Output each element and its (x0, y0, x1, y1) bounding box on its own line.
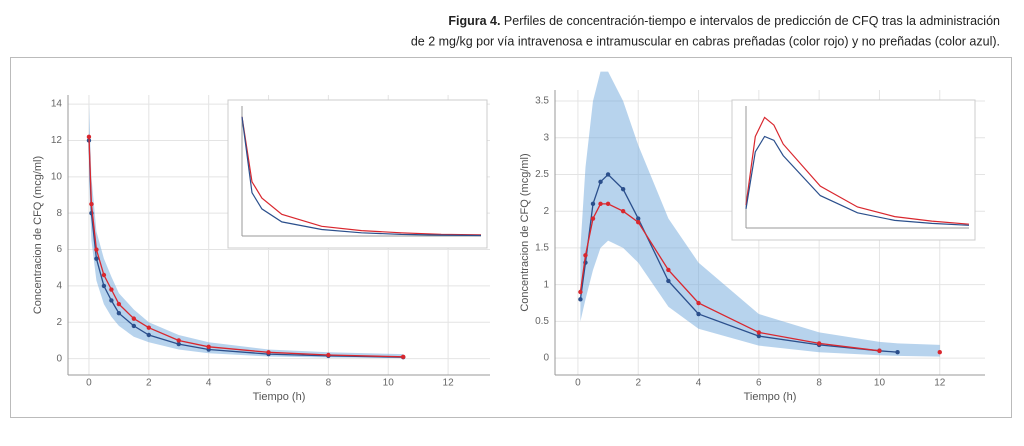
y-tick-label: 4 (56, 281, 62, 292)
y-tick-label: 2 (56, 317, 62, 328)
y-tick-label: 1 (543, 279, 549, 290)
inset-line (745, 116, 970, 225)
inset-line (745, 135, 970, 226)
data-point (326, 352, 331, 358)
data-point (895, 350, 900, 355)
data-point (696, 300, 701, 306)
x-tick-label: 8 (816, 378, 822, 389)
data-point (116, 310, 122, 316)
inset-line (241, 116, 482, 236)
caption-label: Figura 4. (448, 14, 500, 28)
figure-frame (10, 57, 1012, 418)
y-tick-label: 2.5 (535, 169, 549, 180)
data-point (116, 301, 122, 307)
data-point (176, 341, 181, 347)
data-point (666, 267, 671, 273)
inset-frame (227, 99, 488, 249)
y-tick-label: 0 (543, 353, 549, 364)
data-point (109, 298, 114, 303)
data-point (101, 283, 107, 289)
y-tick-label: 6 (56, 244, 62, 255)
y-axis-label: Concentracion de CFQ (mcg/ml) (32, 156, 44, 314)
y-tick-label: 14 (51, 99, 63, 110)
x-tick-label: 0 (86, 378, 92, 389)
data-point (176, 338, 181, 343)
x-tick-label: 12 (443, 378, 455, 389)
x-tick-label: 2 (635, 378, 641, 389)
y-axis-label: Concentracion de CFQ (mcg/ml) (519, 153, 531, 311)
data-point (598, 179, 603, 185)
data-point (590, 201, 596, 207)
x-tick-label: 10 (874, 378, 886, 389)
data-point (206, 344, 211, 350)
data-point (620, 208, 626, 214)
data-point (146, 325, 152, 330)
data-point (620, 186, 626, 192)
x-tick-label: 6 (756, 378, 762, 389)
data-point (598, 201, 603, 207)
data-point (131, 316, 137, 321)
data-point (590, 216, 596, 221)
x-axis-label: Tiempo (h) (253, 391, 306, 403)
data-point (605, 201, 611, 207)
x-tick-label: 6 (266, 378, 272, 389)
data-point (94, 247, 99, 252)
data-point (94, 256, 99, 261)
data-point (696, 311, 701, 317)
data-point (756, 330, 762, 335)
data-point (877, 348, 882, 353)
x-tick-label: 4 (206, 378, 212, 389)
data-point (937, 350, 942, 355)
x-tick-label: 0 (575, 378, 581, 389)
caption-line: de 2 mg/kg por vía intravenosa e intramu… (411, 34, 1000, 48)
y-tick-label: 3 (543, 132, 549, 143)
data-point (86, 134, 92, 140)
y-tick-label: 2 (543, 206, 549, 217)
prediction-band (580, 71, 940, 357)
data-point (401, 354, 406, 360)
data-point (578, 297, 583, 302)
data-point (666, 278, 671, 284)
y-tick-label: 1.5 (535, 243, 549, 254)
data-point (583, 253, 588, 258)
x-tick-label: 10 (383, 378, 395, 389)
y-tick-label: 8 (56, 208, 62, 219)
y-tick-label: 0 (56, 353, 62, 364)
data-point (146, 332, 152, 338)
y-tick-label: 0.5 (535, 316, 549, 327)
data-point (266, 350, 271, 355)
data-point (756, 333, 762, 339)
inset-line (241, 116, 482, 237)
data-point (605, 172, 611, 177)
data-point (131, 323, 137, 329)
data-point (636, 220, 641, 225)
data-point (636, 216, 641, 221)
data-point (109, 287, 114, 292)
y-tick-label: 10 (51, 171, 63, 182)
data-point (578, 289, 583, 295)
x-tick-label: 12 (934, 378, 946, 389)
x-tick-label: 4 (696, 378, 702, 389)
caption-text: Perfiles de concentración-tiempo e inter… (504, 14, 1000, 28)
y-tick-label: 3.5 (535, 96, 549, 107)
data-point (89, 201, 94, 207)
y-tick-label: 12 (51, 135, 63, 146)
x-tick-label: 8 (326, 378, 332, 389)
caption-line: Figura 4. Perfiles de concentración-tiem… (448, 14, 1000, 28)
x-tick-label: 2 (146, 378, 152, 389)
data-point (101, 272, 107, 278)
x-axis-label: Tiempo (h) (744, 391, 797, 403)
data-point (816, 341, 822, 346)
